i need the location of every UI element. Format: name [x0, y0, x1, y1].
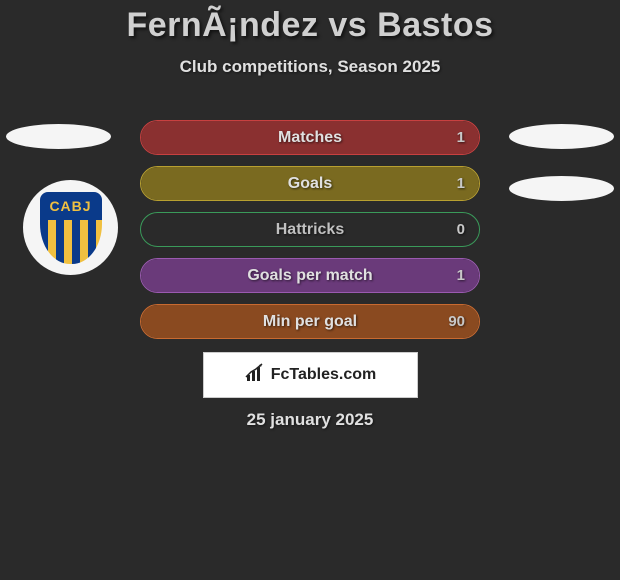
stat-label: Min per goal	[141, 305, 479, 338]
stat-row: Hattricks0	[140, 212, 480, 247]
comparison-subtitle: Club competitions, Season 2025	[0, 57, 620, 77]
stat-value: 1	[457, 121, 465, 154]
comparison-title: FernÃ¡ndez vs Bastos	[0, 0, 620, 45]
player2-placeholder-oval-2	[509, 176, 614, 201]
stat-value: 0	[457, 213, 465, 246]
stat-row: Goals1	[140, 166, 480, 201]
stat-label: Matches	[141, 121, 479, 154]
stat-row: Goals per match1	[140, 258, 480, 293]
player2-placeholder-oval-1	[509, 124, 614, 149]
club-badge-stripes	[40, 220, 102, 264]
brand-logo-text: FcTables.com	[271, 366, 377, 384]
brand-logo: FcTables.com	[203, 352, 418, 398]
stat-label: Goals	[141, 167, 479, 200]
club-badge-shield: CABJ	[40, 192, 102, 264]
club-badge-text: CABJ	[40, 192, 102, 220]
stat-value: 1	[457, 167, 465, 200]
stat-label: Hattricks	[141, 213, 479, 246]
chart-icon	[245, 363, 267, 388]
stat-row: Min per goal90	[140, 304, 480, 339]
stats-container: Matches1Goals1Hattricks0Goals per match1…	[140, 120, 480, 350]
club-badge: CABJ	[23, 180, 118, 275]
stat-value: 90	[448, 305, 465, 338]
stat-value: 1	[457, 259, 465, 292]
player1-placeholder-oval	[6, 124, 111, 149]
footer-date: 25 january 2025	[0, 410, 620, 430]
stat-label: Goals per match	[141, 259, 479, 292]
stat-row: Matches1	[140, 120, 480, 155]
